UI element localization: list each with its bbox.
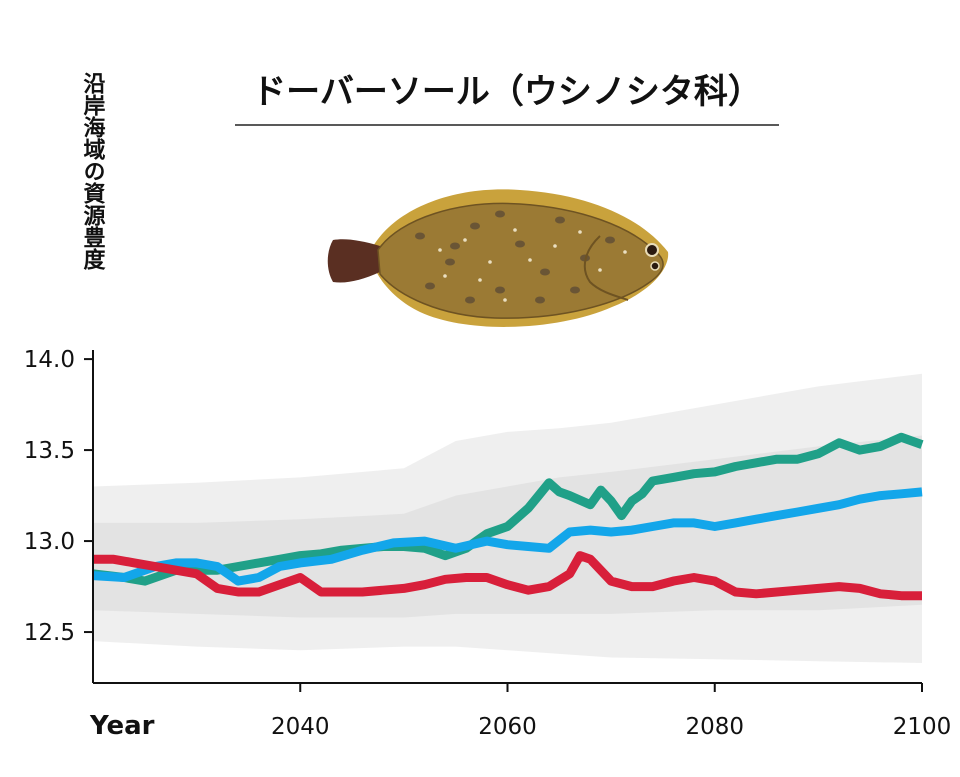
fish-spot (495, 210, 505, 218)
x-tick-label: 2080 (685, 714, 744, 740)
red-series-line (93, 551, 922, 601)
fish-speck (528, 258, 532, 262)
fish-tail (327, 239, 380, 283)
fish-spots (415, 210, 627, 304)
fish-spot (495, 286, 505, 294)
y-tick-label: 12.5 (24, 620, 75, 646)
x-axis-label: Year (89, 711, 155, 741)
fish-speck (488, 260, 492, 264)
fish-gill (583, 235, 629, 301)
fish-spot (470, 222, 480, 230)
y-tick-label: 13.0 (24, 529, 75, 555)
fish-speck (553, 244, 557, 248)
x-tick-label: 2040 (271, 714, 330, 740)
fish-spot (605, 236, 615, 244)
blue-series-line (92, 487, 923, 586)
fish-speck (598, 268, 602, 272)
fish-spot (555, 216, 565, 224)
fish-spot (465, 296, 475, 304)
y-ticks: 14.0 13.5 13.0 12.5 (24, 347, 93, 646)
x-tick-label: 2100 (893, 714, 952, 740)
y-axis-label: 沿岸海域の資源豊度 (80, 72, 106, 271)
fish-spot (415, 232, 425, 240)
y-tick-label: 14.0 (24, 347, 75, 373)
green-series-line (92, 432, 924, 586)
x-ticks: 2040 2060 2080 2100 (271, 683, 951, 740)
fish-spot (535, 296, 545, 304)
fish-speck (478, 278, 482, 282)
chart-title: ドーバーソール（ウシノシタ科） (252, 72, 762, 112)
fish-spot (540, 268, 550, 276)
fish-spot (445, 258, 455, 266)
x-tick-label: 2060 (478, 714, 537, 740)
fish-spot (425, 282, 435, 290)
confidence-bands (93, 373, 922, 663)
y-tick-label: 13.5 (24, 438, 75, 464)
fish-spot (570, 286, 580, 294)
fish-speck (513, 228, 517, 232)
fish-spot (450, 242, 460, 250)
fish-speck (443, 274, 447, 278)
fish-eye-2 (650, 261, 660, 271)
fish-speck (578, 230, 582, 234)
series-lines (92, 432, 924, 601)
fish-speck (503, 298, 507, 302)
fish-speck (623, 250, 627, 254)
fish-speck (438, 248, 442, 252)
plot-area (92, 373, 924, 663)
dover-sole-fish-illustration (327, 189, 669, 327)
fish-eye (645, 243, 659, 257)
fish-speck (463, 238, 467, 242)
fish-body (377, 202, 664, 319)
fish-spot (515, 240, 525, 248)
